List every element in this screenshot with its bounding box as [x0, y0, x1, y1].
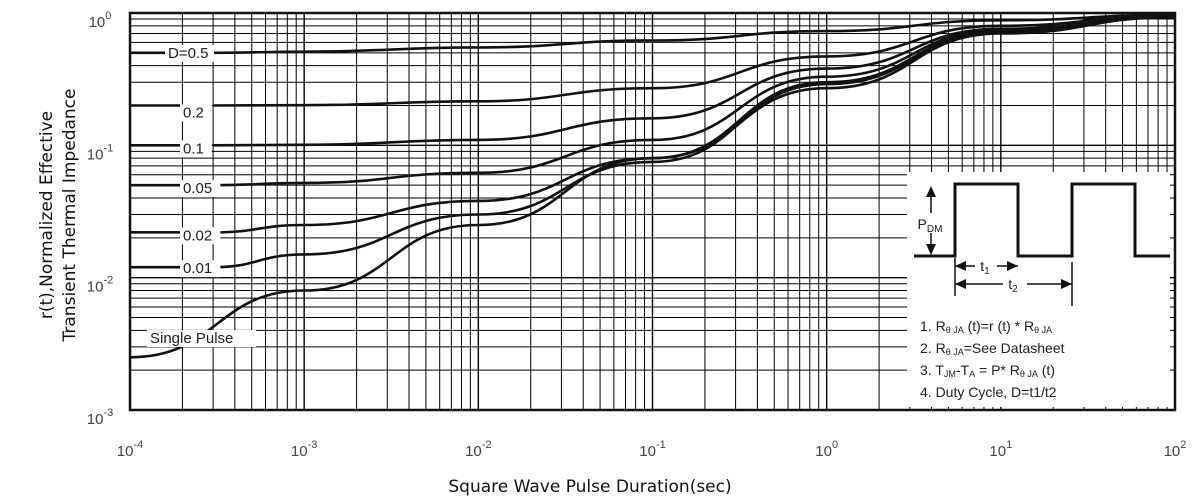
- series-label-5: 0.02: [183, 227, 212, 244]
- series-curves: [129, 13, 1176, 359]
- series-line-2: [213, 14, 1176, 107]
- series-label-background: [180, 140, 212, 158]
- x-tick-label: 102: [1164, 439, 1187, 460]
- t1-label: t1: [980, 258, 990, 277]
- t1-arrow-left: [955, 261, 966, 271]
- x-tick-labels: 10-4 10-3 10-2 10-1 100 101 102: [117, 439, 1187, 460]
- series-label-1: D=0.5: [168, 45, 208, 62]
- y-tick-label: 10-1: [87, 142, 113, 163]
- x-tick-label: 10-4: [117, 439, 143, 460]
- pdm-arrow-down: [926, 244, 936, 255]
- pulse-waveform: [914, 182, 1170, 258]
- series-label-3: 0.1: [183, 140, 204, 157]
- series-label-background: [180, 104, 212, 122]
- inset-note-3: 3. TJM-TA = P* Rθ JA (t): [920, 362, 1055, 379]
- pdm-label-background: [911, 213, 951, 233]
- x-tick-label: 10-1: [639, 439, 665, 460]
- y-tick-labels: 100 10-1 10-2 10-3: [87, 10, 113, 428]
- x-tick-label: 10-3: [291, 439, 317, 460]
- plot-frame: [128, 11, 1177, 412]
- inset-note-1: 1. Rθ JA (t)=r (t) * Rθ JA: [920, 318, 1052, 335]
- series-line-1: [213, 13, 1176, 55]
- series-label-background: [165, 44, 214, 62]
- series-label-background: [180, 260, 221, 278]
- pdm-arrow-up: [926, 186, 936, 197]
- inset-note-2: 2. Rθ JA=See Datasheet: [920, 340, 1065, 357]
- y-tick-label: 100: [89, 10, 112, 31]
- series-line-7: [129, 15, 1176, 359]
- x-tick-label: 101: [989, 439, 1012, 460]
- t1-arrow-right: [1007, 261, 1018, 271]
- x-tick-label: 100: [815, 439, 838, 460]
- y-tick-label: 10-2: [87, 275, 113, 296]
- inset-panel: [907, 172, 1170, 407]
- series-line-3: [213, 14, 1176, 147]
- series-label-4: 0.05: [183, 180, 212, 197]
- y-axis-title-line-2: Transient Thermal Impedance: [60, 89, 80, 343]
- t2-label-background: [1003, 276, 1027, 292]
- series-line-4: [213, 15, 1176, 187]
- duty-cycle-inset: PDM t1 t2 1. Rθ JA (t)=r (t) * Rθ JA 2. Rθ J…: [907, 172, 1170, 407]
- x-tick-label: 10-2: [465, 439, 491, 460]
- series-label-7: Single Pulse: [150, 330, 233, 347]
- series-label-background: [180, 227, 221, 245]
- pdm-label: PDM: [918, 216, 943, 235]
- inset-note-4: 4. Duty Cycle, D=t1/t2: [920, 384, 1057, 400]
- series-label-6: 0.01: [183, 260, 212, 277]
- t2-label: t2: [1008, 276, 1018, 295]
- t2-arrow-right: [1061, 279, 1072, 289]
- series-label-background: [147, 330, 257, 348]
- series-labels: D=0.5 0.2 0.1 0.05 0.02 0.01 Single Pulse: [130, 44, 257, 348]
- t2-arrow-left: [955, 279, 966, 289]
- t1-label-background: [975, 258, 997, 274]
- series-label-2: 0.2: [183, 104, 204, 121]
- series-label-background: [180, 180, 221, 198]
- y-axis-title-line-1: r(t),Normalized Effective: [37, 111, 57, 319]
- y-tick-label: 10-3: [87, 407, 113, 428]
- x-axis-title: Square Wave Pulse Duration(sec): [448, 477, 731, 497]
